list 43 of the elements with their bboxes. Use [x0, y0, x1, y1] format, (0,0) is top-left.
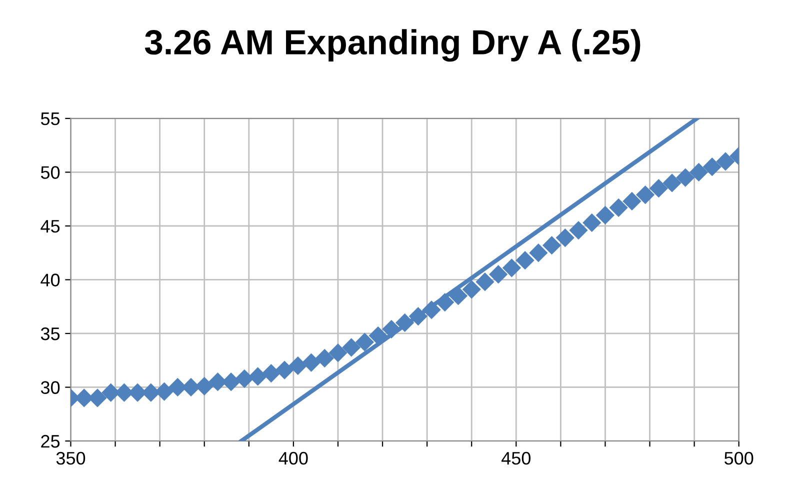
y-tick-label: 30 — [40, 381, 60, 394]
point — [328, 344, 348, 362]
point — [569, 220, 588, 240]
point — [516, 251, 534, 270]
x-tick-label: 450 — [501, 452, 530, 465]
point — [302, 353, 321, 372]
point — [676, 168, 695, 187]
point — [502, 258, 522, 278]
point — [529, 244, 548, 262]
point — [622, 192, 642, 211]
point — [556, 228, 574, 248]
x-tick-label: 350 — [56, 452, 86, 465]
point — [476, 272, 494, 292]
point — [662, 174, 682, 192]
point — [649, 179, 668, 198]
point — [702, 158, 722, 176]
point — [315, 348, 334, 368]
point — [489, 265, 508, 284]
x-tick-label: 400 — [278, 452, 308, 465]
point — [288, 356, 308, 376]
point — [462, 280, 481, 299]
point — [195, 376, 214, 396]
point — [542, 236, 562, 255]
point — [262, 364, 280, 383]
point — [275, 360, 294, 380]
point — [582, 213, 602, 232]
y-tick-label: 35 — [40, 327, 60, 340]
point — [235, 369, 254, 388]
point — [689, 162, 708, 182]
point — [355, 332, 374, 352]
point — [596, 206, 615, 225]
y-tick-label: 25 — [41, 434, 60, 448]
y-tick-label: 50 — [40, 166, 60, 179]
point — [342, 338, 361, 357]
y-tick-label: 45 — [40, 220, 60, 233]
point — [609, 198, 628, 217]
x-tick-label: 500 — [724, 452, 754, 465]
point — [716, 152, 735, 171]
chart-title: 3.26 AM Expanding Dry A (.25) — [144, 29, 640, 62]
y-tick-label: 40 — [40, 274, 60, 286]
point — [248, 367, 268, 386]
point — [636, 185, 655, 204]
y-tick-label: 55 — [40, 112, 60, 126]
